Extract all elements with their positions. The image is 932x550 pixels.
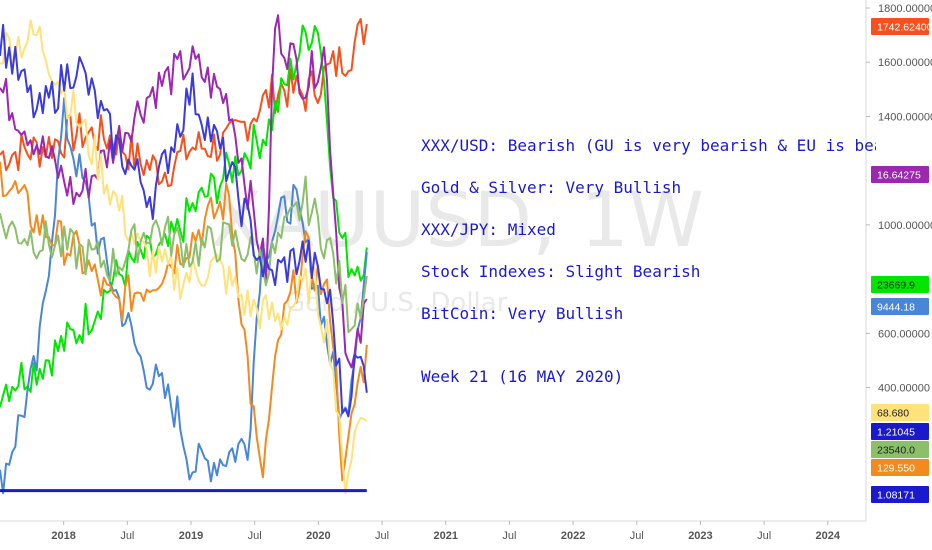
x-tick-label: Jul xyxy=(120,530,134,542)
x-tick-label: Jul xyxy=(757,530,771,542)
last-value-tag xyxy=(871,276,929,293)
last-value-tag xyxy=(871,441,929,458)
y-tick-label: 1600.00000 xyxy=(878,57,932,69)
note-xxx-usd: XXX/USD: Bearish (GU is very bearish & E… xyxy=(421,136,876,155)
x-tick-label: Jul xyxy=(502,530,516,542)
x-tick-label: 2018 xyxy=(51,530,75,542)
last-value-label: 9444.18 xyxy=(877,302,915,314)
series-line-7 xyxy=(0,23,368,418)
series-line-5 xyxy=(0,19,368,495)
x-tick-label: 2023 xyxy=(688,530,712,542)
y-tick-label: 1800.00000 xyxy=(878,3,932,15)
note-gold-silver: Gold & Silver: Very Bullish xyxy=(421,178,682,197)
x-tick-label: 2020 xyxy=(306,530,330,542)
series-line-2 xyxy=(0,97,368,495)
x-tick-label: Jul xyxy=(375,530,389,542)
y-tick-label: 600.00000 xyxy=(878,328,930,340)
last-value-label: 1.08171 xyxy=(877,490,915,502)
last-value-label: 23669.9 xyxy=(877,280,915,292)
x-tick-label: 2024 xyxy=(816,530,841,542)
series-line-0 xyxy=(0,18,368,188)
series-line-6 xyxy=(0,175,368,334)
last-value-tag xyxy=(871,298,929,315)
x-tick-label: Jul xyxy=(630,530,644,542)
note-xxx-jpy: XXX/JPY: Mixed xyxy=(421,220,556,239)
note-stock-indexes: Stock Indexes: Slight Bearish xyxy=(421,262,701,281)
last-value-label: 1742.62400 xyxy=(877,22,932,34)
note-bitcoin: BitCoin: Very Bullish xyxy=(421,304,624,323)
y-tick-label: 1000.00000 xyxy=(878,220,932,232)
y-tick-label: 1400.00000 xyxy=(878,111,932,123)
x-tick-label: 2022 xyxy=(561,530,585,542)
last-value-label: 16.64275 xyxy=(877,170,921,182)
x-tick-label: 2021 xyxy=(433,530,457,542)
last-value-tag xyxy=(871,404,929,421)
x-tick-label: Jul xyxy=(248,530,262,542)
last-value-tag xyxy=(871,459,929,476)
last-value-label: 23540.0 xyxy=(877,445,915,457)
last-value-tag xyxy=(871,486,929,503)
series-line-3 xyxy=(0,14,368,369)
last-value-label: 68.680 xyxy=(877,408,909,420)
last-value-tag xyxy=(871,423,929,440)
series-line-1 xyxy=(0,24,368,408)
x-tick-label: 2019 xyxy=(179,530,203,542)
last-value-label: 1.21045 xyxy=(877,427,915,439)
last-value-label: 129.550 xyxy=(877,463,915,475)
y-tick-label: 400.00000 xyxy=(878,383,930,395)
last-value-tag xyxy=(871,18,929,35)
last-value-tag xyxy=(871,166,929,183)
note-week: Week 21 (16 MAY 2020) xyxy=(421,367,624,386)
